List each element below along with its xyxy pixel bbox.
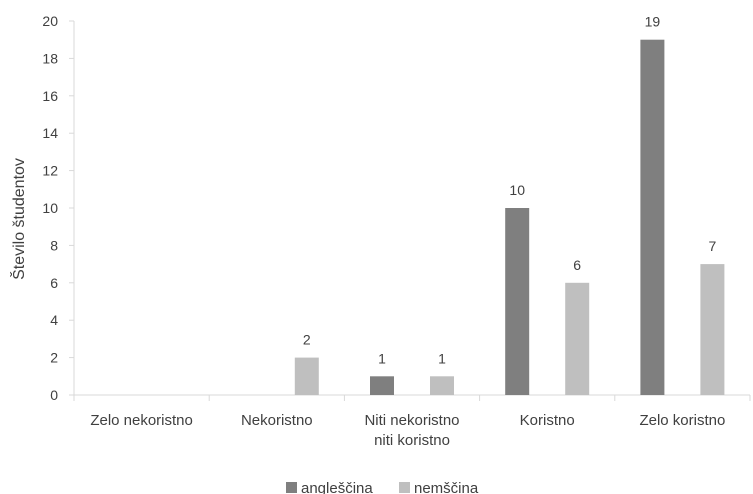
legend-label: nemščina: [414, 480, 479, 494]
y-tick-label: 10: [42, 200, 58, 216]
legend-label: angleščina: [301, 480, 373, 494]
x-tick-label: Koristno: [520, 412, 575, 429]
bars: 1 10 19 2 1 6 7: [294, 14, 725, 395]
x-tick-label: Zelo koristno: [639, 412, 725, 429]
data-label: 6: [573, 257, 581, 273]
y-tick-label: 4: [50, 312, 58, 328]
x-tick-label: Zelo nekoristno: [90, 412, 193, 429]
data-label: 10: [509, 182, 525, 198]
bar-nemscina: [294, 357, 319, 395]
y-tick-label: 20: [42, 13, 58, 29]
data-label: 7: [709, 238, 717, 254]
x-tick-label: Niti nekoristno: [364, 412, 459, 429]
y-tick-label: 12: [42, 163, 58, 179]
bar-anglescina: [640, 39, 665, 395]
legend-swatch: [399, 482, 410, 493]
y-tick-label: 16: [42, 88, 58, 104]
legend-swatch: [286, 482, 297, 493]
y-tick-label: 14: [42, 125, 58, 141]
y-tick-label: 0: [50, 387, 58, 403]
legend: angleščina nemščina: [286, 480, 479, 494]
x-tick-label: niti koristno: [374, 432, 450, 449]
bar-nemscina: [430, 376, 454, 395]
y-tick-label: 8: [50, 237, 58, 253]
y-axis-title: Število študentov: [9, 158, 28, 280]
data-label: 19: [645, 14, 661, 30]
bar-nemscina: [700, 264, 725, 395]
y-tick-label: 6: [50, 275, 58, 291]
bar-nemscina: [565, 282, 590, 395]
bar-anglescina: [505, 208, 530, 395]
data-label: 1: [438, 350, 446, 366]
data-label: 1: [378, 350, 386, 366]
y-tick-label: 18: [42, 50, 58, 66]
data-label: 2: [303, 332, 311, 348]
y-tick-label: 2: [50, 350, 58, 366]
x-axis: Zelo nekoristno Nekoristno Niti nekoristno…: [73, 394, 751, 449]
x-tick-label: Nekoristno: [241, 412, 313, 429]
bar-anglescina: [370, 376, 394, 395]
y-axis: 0 2 4 6 8 10 12 14 16 18 20: [42, 13, 75, 403]
